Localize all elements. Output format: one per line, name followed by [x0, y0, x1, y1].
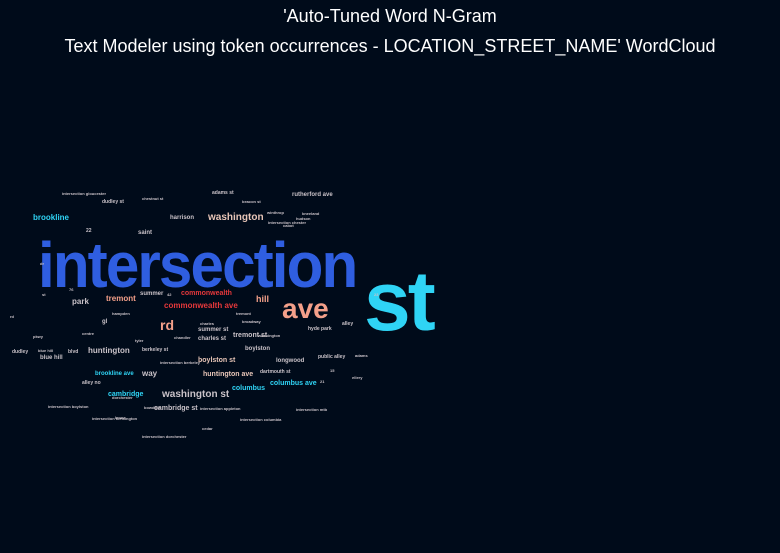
- word-43: intersection dorchester: [142, 434, 187, 439]
- word-17: cambridge st: [154, 405, 198, 412]
- word-10: tremont: [106, 294, 136, 303]
- word-7: huntington ave: [203, 371, 253, 378]
- word-25: summer st: [198, 327, 228, 333]
- word-69: blue hill: [38, 348, 53, 353]
- word-23: saint: [138, 230, 152, 236]
- word-8: huntington: [88, 346, 130, 355]
- word-14: way: [141, 369, 158, 378]
- word-20: columbus: [232, 385, 265, 392]
- word-3: rd: [160, 317, 174, 333]
- word-47: intersection berkeley: [160, 360, 201, 365]
- word-18: columbus ave: [270, 380, 317, 387]
- word-57: winthrop: [266, 210, 284, 215]
- word-9: brookline: [33, 213, 70, 222]
- word-44: intersection kensington: [92, 416, 138, 421]
- word-73: st: [42, 292, 46, 297]
- word-46: intersection columbia: [240, 417, 282, 422]
- word-58: lenox: [115, 415, 126, 420]
- word-72: rd: [10, 314, 15, 319]
- word-2: ave: [282, 293, 329, 324]
- word-41: intersection gloucester: [62, 191, 106, 196]
- word-12: hill: [256, 294, 269, 304]
- word-32: dudley: [12, 349, 28, 355]
- word-28: charles st: [198, 336, 226, 342]
- word-15: commonwealth: [181, 290, 232, 297]
- word-62: centre: [82, 331, 95, 336]
- word-53: tyler: [135, 338, 144, 343]
- word-31: public alley: [318, 354, 345, 360]
- word-59: broadway: [242, 319, 261, 324]
- word-74: dr: [40, 261, 44, 266]
- word-13: park: [72, 297, 89, 306]
- word-79: 42: [167, 292, 172, 297]
- word-19: cambridge: [108, 391, 144, 398]
- word-42: intersection boylston: [48, 404, 89, 409]
- word-78: 15: [330, 368, 335, 373]
- word-60: tremont: [236, 311, 252, 316]
- word-22: harrison: [170, 215, 194, 221]
- word-80: 76: [69, 287, 74, 292]
- word-77: 22: [86, 228, 92, 234]
- word-38: blvd: [68, 349, 78, 355]
- word-1: st: [364, 254, 435, 348]
- word-48: intersection chester: [268, 220, 306, 225]
- word-21: longwood: [276, 358, 305, 364]
- word-51: chestnut st: [142, 196, 164, 201]
- word-45: intersection appleton: [200, 406, 241, 411]
- word-66: cedar: [202, 426, 213, 431]
- word-49: intersection mtb: [296, 407, 328, 412]
- word-16: tremont st: [233, 332, 268, 339]
- word-50: dudley st: [102, 199, 124, 205]
- word-40: alley no: [82, 380, 101, 386]
- word-0: intersection: [38, 230, 356, 301]
- word-64: ellery: [352, 375, 363, 380]
- word-11: boylston st: [198, 357, 236, 364]
- word-33: dartmouth st: [260, 369, 291, 375]
- word-70: washington: [257, 333, 281, 338]
- word-39: gl: [102, 319, 108, 325]
- word-4: washington st: [161, 389, 230, 400]
- word-24: summer: [140, 291, 164, 297]
- word-67: bowdoin: [144, 405, 161, 410]
- chart-title-line-2: Text Modeler using token occurrences - L…: [64, 36, 716, 56]
- word-55: chandler: [174, 335, 191, 340]
- word-75: pkwy: [33, 334, 44, 339]
- word-37: alley: [342, 321, 353, 327]
- word-71: adams: [355, 353, 368, 358]
- word-6: commonwealth ave: [164, 301, 238, 310]
- word-26: boylston: [245, 346, 270, 352]
- word-35: adams st: [212, 190, 234, 196]
- word-36: rutherford ave: [292, 192, 333, 198]
- word-54: kneeland: [302, 211, 320, 216]
- word-65: hampden: [112, 311, 130, 316]
- word-52: beacon st: [242, 199, 261, 204]
- word-29: blue hill: [40, 355, 63, 361]
- chart-title-line-1: 'Auto-Tuned Word N-Gram: [283, 6, 497, 26]
- word-76: 23: [374, 292, 379, 297]
- word-56: dorchester: [112, 395, 133, 400]
- word-5: washington: [207, 212, 264, 223]
- word-27: berkeley st: [142, 347, 168, 353]
- word-34: hyde park: [308, 326, 332, 332]
- word-81: 21: [320, 379, 325, 384]
- word-63: charles: [200, 321, 215, 326]
- word-61: cabot: [283, 223, 294, 228]
- word-68: hudson: [296, 216, 311, 221]
- word-30: brookline ave: [95, 371, 134, 377]
